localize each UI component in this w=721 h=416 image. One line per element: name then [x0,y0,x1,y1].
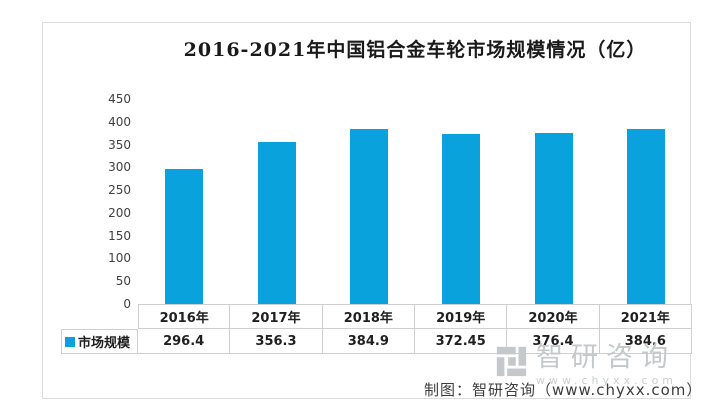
bar-2018年 [349,128,388,304]
legend-cell: 市场规模 [61,329,138,354]
bar-2016年 [165,168,204,304]
bar-2019年 [442,134,481,304]
chart-container: 2016-2021年中国铝合金车轮市场规模情况（亿） 0 50 100 150 200 2… [42,22,692,399]
legend-swatch-icon [65,336,75,347]
y-tick-label: 300 [108,160,131,175]
y-tick-label: 200 [108,205,131,220]
y-tick-label: 350 [108,137,131,152]
year-header-cell: 2017年 [230,304,323,329]
bar-2021年 [626,128,665,304]
y-tick-label: 450 [108,92,131,106]
y-tick-label: 0 [123,297,131,311]
y-tick-label: 250 [108,183,131,198]
year-header-cell: 2020年 [507,304,600,329]
data-table: 市场规模 2016年 2017年 2018年 2019年 2020年 2021年 296.4… [61,304,692,354]
y-tick-label: 400 [108,114,131,129]
legend-label: 市场规模 [78,336,131,351]
year-header-cell: 2016年 [138,304,231,329]
y-tick-label: 150 [108,228,131,243]
value-cell: 356.3 [230,329,323,354]
value-cell: 384.9 [322,329,415,354]
value-cell: 384.6 [599,329,692,354]
year-header-cell: 2019年 [415,304,508,329]
bar-2020年 [534,132,573,304]
value-cell: 376.4 [507,329,600,354]
y-axis: 0 50 100 150 200 250 300 350 400 450 [83,92,131,311]
chart-title: 2016-2021年中国铝合金车轮市场规模情况（亿） [183,39,647,61]
y-tick-label: 100 [108,251,131,266]
year-header-cell: 2021年 [599,304,692,329]
y-tick-label: 50 [115,274,131,289]
plot-area [138,99,692,304]
value-cell: 372.45 [415,329,508,354]
value-cell: 296.4 [138,329,231,354]
year-header-cell: 2018年 [322,304,415,329]
credit-line: 制图：智研咨询（www.chyxx.com） [424,381,703,399]
bar-2017年 [257,141,296,304]
